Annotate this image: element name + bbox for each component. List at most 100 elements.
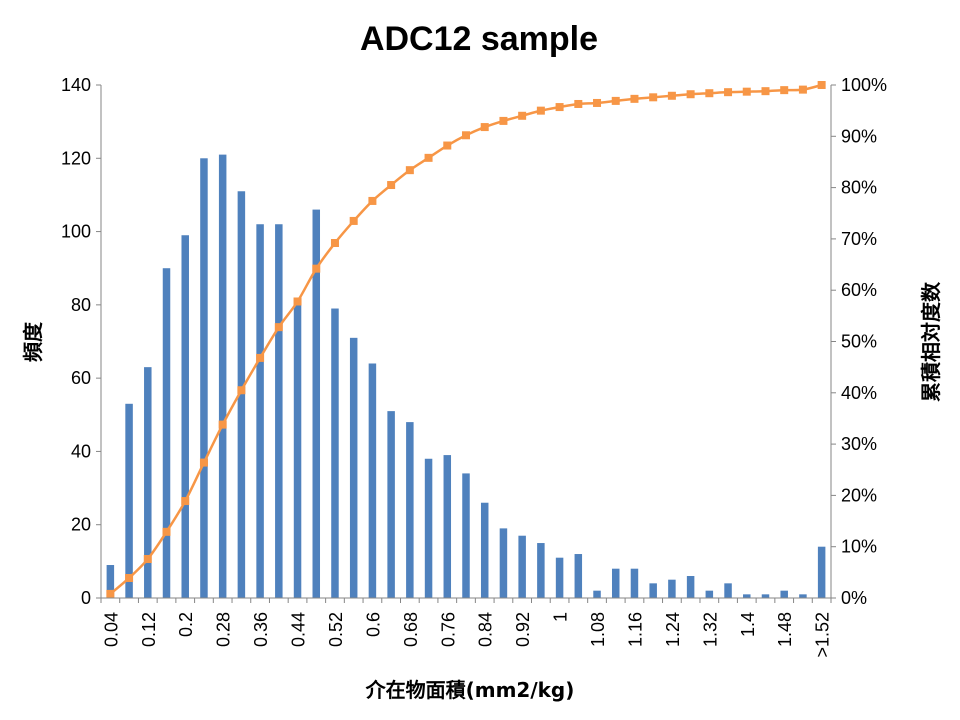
line-point (761, 87, 770, 96)
line-point (125, 573, 134, 582)
chart-title: ADC12 sample (360, 20, 598, 58)
line-point (593, 98, 602, 107)
line-point (724, 88, 733, 97)
line-point (387, 181, 396, 190)
bar (799, 594, 807, 598)
bar (293, 304, 302, 598)
line-point (480, 123, 489, 132)
y2-tick-label: 40% (841, 383, 877, 403)
line-point (798, 85, 807, 94)
line-point (312, 264, 321, 273)
x-tick-label: 0.36 (251, 612, 271, 647)
line-point (199, 458, 208, 467)
line-point (330, 239, 339, 247)
bar (443, 455, 452, 598)
bar (668, 579, 676, 598)
bar (499, 528, 508, 598)
x-tick-label: 0.68 (401, 612, 421, 647)
bar (106, 565, 115, 598)
bar (705, 590, 714, 598)
line-point (181, 497, 190, 506)
bar (724, 583, 732, 598)
x-tick-label: 1.32 (700, 612, 720, 647)
line-point (218, 420, 227, 429)
y-tick-label: 140 (61, 75, 91, 95)
x-axis-ticks: 0.04 0.12 0.2 0.28 0.36 0.44 0.52 0.6 0.68 0.76 0.… (100, 598, 833, 658)
x-tick-label: 0.44 (289, 612, 309, 647)
line-point (162, 527, 171, 536)
bar (537, 543, 545, 598)
x-tick-label: 1.16 (625, 612, 645, 647)
bar (387, 411, 395, 598)
bar (162, 268, 171, 598)
bar (518, 535, 526, 598)
y2-axis-ticks: 0% 10% 20% 30% 40% 50% 60% 70% 80% 90% 100% (831, 75, 887, 608)
bar (424, 458, 433, 598)
line-point (667, 91, 676, 100)
line-point (293, 297, 302, 306)
line-point (574, 99, 583, 108)
line-point (443, 141, 452, 150)
x-tick-label: 1.4 (738, 612, 758, 637)
line-point (405, 166, 414, 175)
x-tick-label: 0.2 (176, 612, 196, 637)
x-tick-label: 1.48 (775, 612, 795, 647)
bar (574, 554, 583, 598)
line-point (780, 86, 789, 95)
y-axis-title: 頻度 (21, 321, 45, 362)
x-tick-label: 0.76 (438, 612, 458, 647)
line-point (462, 131, 470, 140)
y2-tick-label: 80% (841, 178, 877, 198)
x-tick-label: 1.08 (588, 612, 608, 647)
x-tick-label: 0.28 (214, 612, 234, 647)
bar (218, 154, 227, 598)
bar (761, 594, 770, 598)
bar (406, 422, 414, 598)
y-tick-label: 80 (71, 295, 91, 315)
y2-tick-label: 50% (841, 332, 877, 352)
y2-tick-label: 70% (841, 229, 877, 249)
x-tick-label: >1.52 (813, 612, 833, 658)
bar (780, 590, 788, 598)
line-point (817, 81, 826, 89)
bar (312, 209, 321, 598)
line-point (499, 116, 508, 125)
bar (368, 363, 377, 598)
bar (743, 594, 751, 598)
x-tick-label: 0.84 (476, 612, 496, 647)
bar (630, 568, 639, 598)
cumulative-line-series (106, 81, 826, 598)
line-point (649, 93, 658, 102)
bar (256, 224, 264, 599)
y2-tick-label: 0% (841, 588, 867, 608)
bar (611, 568, 620, 598)
line-point (555, 103, 564, 112)
bar (686, 576, 695, 598)
x-tick-label: 0.52 (326, 612, 346, 647)
bar (462, 473, 470, 598)
line-point (274, 323, 283, 332)
y2-axis-title: 累積相対度数 (919, 281, 943, 402)
bar (125, 403, 133, 598)
y2-tick-label: 100% (841, 75, 887, 95)
bar (480, 502, 489, 598)
bar (144, 367, 152, 598)
bar (349, 337, 358, 598)
line-point (368, 196, 377, 205)
y-axis-ticks: 0 20 40 60 80 100 120 140 (61, 75, 101, 608)
line-point (686, 90, 695, 99)
line-point (518, 111, 527, 120)
bar (593, 590, 601, 598)
y-tick-label: 100 (61, 222, 91, 242)
line-point (349, 216, 358, 225)
bar (817, 546, 826, 598)
line-point (630, 94, 639, 103)
y2-tick-label: 60% (841, 280, 877, 300)
y-tick-label: 120 (61, 148, 91, 168)
line-point (611, 96, 620, 105)
bar (181, 235, 189, 599)
bar (331, 308, 339, 598)
x-axis-title: 介在物面積(mm2/kg) (365, 678, 575, 702)
y2-tick-label: 90% (841, 126, 877, 146)
